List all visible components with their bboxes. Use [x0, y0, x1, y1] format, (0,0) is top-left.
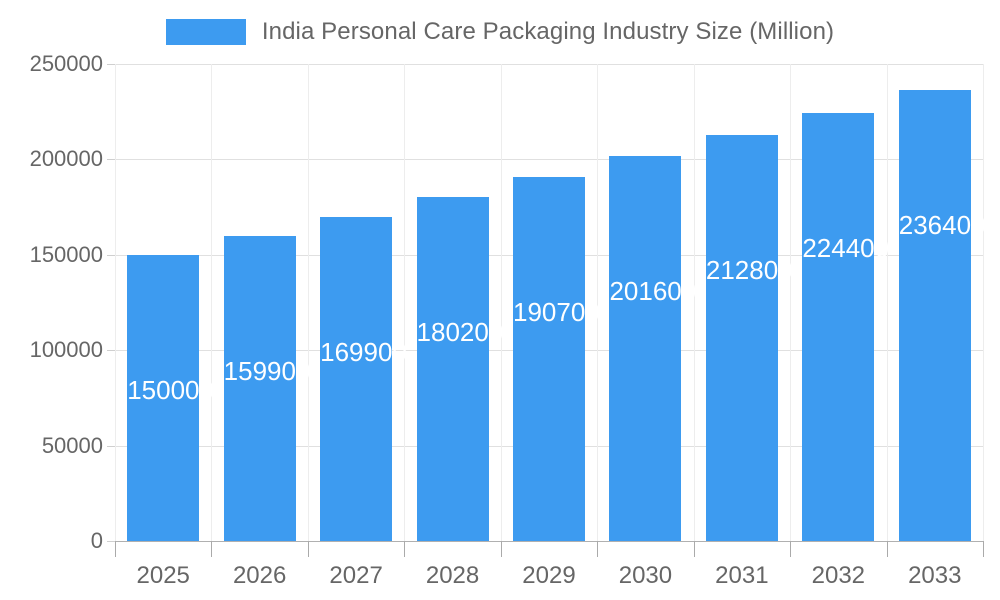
y-axis-tick-mark [107, 541, 115, 542]
gridline-x [983, 64, 984, 541]
x-axis-tick-label-2026: 2026 [232, 562, 287, 589]
x-axis-tick-label-2031: 2031 [715, 562, 769, 589]
x-axis-tick-label-2030: 2030 [618, 562, 673, 589]
x-axis-tick-label-2029: 2029 [522, 562, 576, 589]
y-axis-tick-label: 50000 [41, 432, 103, 458]
y-axis-tick-mark [107, 254, 115, 256]
legend-series-label: India Personal Care Packaging Industry S… [261, 18, 835, 45]
gridline-x [308, 64, 309, 541]
bar-2028[interactable] [416, 197, 489, 541]
legend-color-swatch [165, 19, 246, 45]
bar-2033[interactable] [898, 89, 971, 541]
y-axis-tick-label: 0 [90, 528, 103, 553]
bar-2025[interactable] [127, 254, 200, 541]
bar-2031[interactable] [705, 134, 778, 541]
gridline-y [115, 64, 983, 65]
x-axis-tick-label-2032: 2032 [811, 562, 866, 589]
gridline-x [887, 64, 888, 541]
bar-2027[interactable] [320, 216, 393, 541]
x-axis-tick-label-2027: 2027 [329, 562, 383, 589]
plot-area: 150000 159900 169900 180200 190700 201600 2128… [115, 64, 986, 542]
x-axis-tick-label-2025: 2025 [136, 562, 190, 589]
x-axis-tick-mark [983, 541, 984, 557]
y-axis-tick-label: 250000 [29, 51, 103, 76]
gridline-y [115, 159, 983, 161]
bar-2032[interactable] [802, 112, 875, 541]
y-axis-tick-mark [107, 159, 115, 161]
y-axis-tick-mark [107, 350, 115, 352]
x-axis-tick-label-2033: 2033 [908, 562, 962, 589]
y-axis-tick-label: 200000 [29, 146, 103, 172]
x-axis-tick-mark [694, 541, 695, 557]
y-axis-tick-mark [107, 64, 115, 65]
y-axis-tick-label: 150000 [29, 241, 103, 267]
bar-2029[interactable] [513, 177, 585, 541]
chart-legend: India Personal Care Packaging Industry S… [0, 14, 1000, 50]
x-axis-tick-mark [597, 541, 598, 557]
bar-2030[interactable] [609, 156, 682, 541]
gridline-x [597, 64, 598, 541]
x-axis-tick-mark [308, 541, 309, 557]
gridline-x [501, 64, 502, 541]
gridline-x [694, 64, 695, 541]
gridline-x [404, 64, 405, 541]
y-axis-tick-label: 100000 [29, 337, 103, 363]
x-axis-tick-mark [790, 541, 791, 557]
bar-2026[interactable] [223, 235, 296, 541]
gridline-x [790, 64, 791, 541]
x-axis-tick-mark [115, 541, 116, 557]
x-axis-tick-label-2028: 2028 [425, 562, 480, 589]
x-axis-tick-mark [404, 541, 405, 557]
gridline-x [115, 64, 116, 541]
y-axis-tick-mark [107, 445, 115, 447]
x-axis-tick-mark [887, 541, 888, 557]
x-axis-tick-mark [501, 541, 502, 557]
gridline-x [211, 64, 212, 541]
gridline-y [115, 541, 983, 542]
x-axis-tick-mark [211, 541, 212, 557]
